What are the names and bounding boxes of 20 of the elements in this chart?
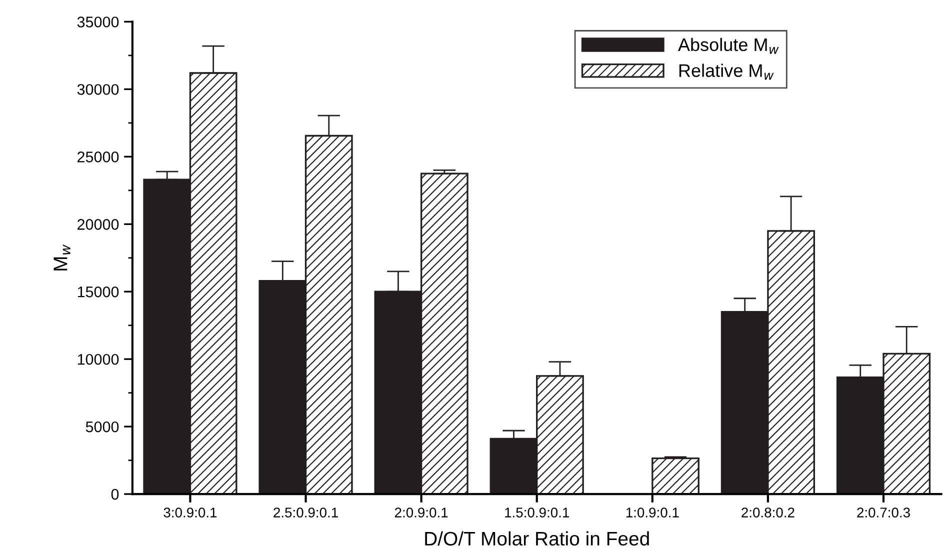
x-tick-label: 2:0.8:0.2 [742, 508, 794, 518]
x-axis-title: D/O/T Molar Ratio in Feed [425, 531, 649, 546]
y-tick-label: 35000 [77, 16, 119, 28]
y-tick-label: 15000 [78, 286, 119, 298]
x-tick-label: 3:0.9:0.1 [164, 508, 217, 518]
x-tick-label: 1.5:0.9:0.1 [505, 508, 569, 518]
y-axis-title: M$_{w}$ [54, 244, 70, 270]
legend-label: Absolute M$_{w}$ [678, 38, 779, 54]
y-tick-label: 20000 [78, 219, 119, 230]
y-tick-label: 0 [111, 488, 119, 500]
x-tick-label: 2:0.7:0.3 [857, 508, 910, 518]
y-tick-label: 5000 [86, 421, 119, 432]
x-tick-label: 1:0.9:0.1 [626, 508, 679, 518]
x-tick-label: 2.5:0.9:0.1 [274, 508, 338, 518]
legend-label: Relative M$_{w}$ [679, 64, 774, 80]
bar [652, 457, 700, 494]
y-tick-label: 25000 [78, 152, 119, 162]
y-tick-label: 30000 [77, 84, 119, 95]
y-tick-label: 10000 [78, 354, 119, 365]
x-tick-label: 2:0.9:0.1 [394, 508, 448, 518]
